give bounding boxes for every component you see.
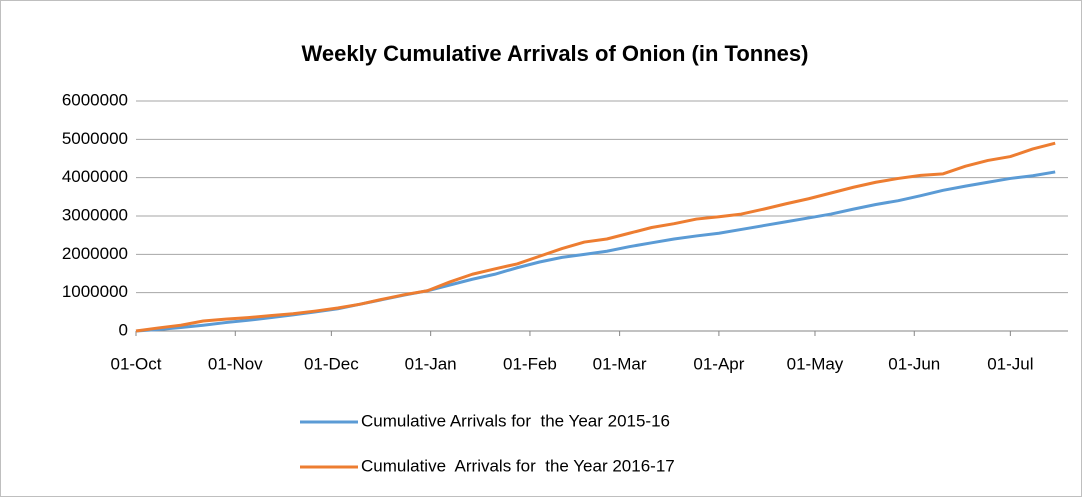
legend-label: Cumulative Arrivals for the Year 2015-16 bbox=[361, 411, 670, 430]
chart-title: Weekly Cumulative Arrivals of Onion (in … bbox=[302, 41, 809, 66]
y-tick-label: 6000000 bbox=[62, 90, 128, 109]
x-tick-label: 01-Nov bbox=[208, 354, 263, 373]
x-tick-label: 01-Feb bbox=[503, 354, 557, 373]
y-tick-label: 0 bbox=[119, 320, 128, 339]
y-tick-label: 1000000 bbox=[62, 282, 128, 301]
y-tick-label: 3000000 bbox=[62, 205, 128, 224]
x-tick-label: 01-Oct bbox=[110, 354, 161, 373]
y-tick-label: 5000000 bbox=[62, 129, 128, 148]
legend-label: Cumulative Arrivals for the Year 2016-17 bbox=[361, 456, 675, 475]
x-tick-label: 01-Jun bbox=[888, 354, 940, 373]
x-tick-label: 01-Mar bbox=[593, 354, 647, 373]
x-tick-label: 01-Apr bbox=[693, 354, 744, 373]
x-tick-label: 01-May bbox=[787, 354, 844, 373]
y-tick-label: 4000000 bbox=[62, 167, 128, 186]
x-tick-label: 01-Dec bbox=[304, 354, 359, 373]
x-tick-label: 01-Jul bbox=[987, 354, 1033, 373]
x-tick-label: 01-Jan bbox=[405, 354, 457, 373]
y-tick-label: 2000000 bbox=[62, 244, 128, 263]
series-line bbox=[135, 141, 1056, 333]
